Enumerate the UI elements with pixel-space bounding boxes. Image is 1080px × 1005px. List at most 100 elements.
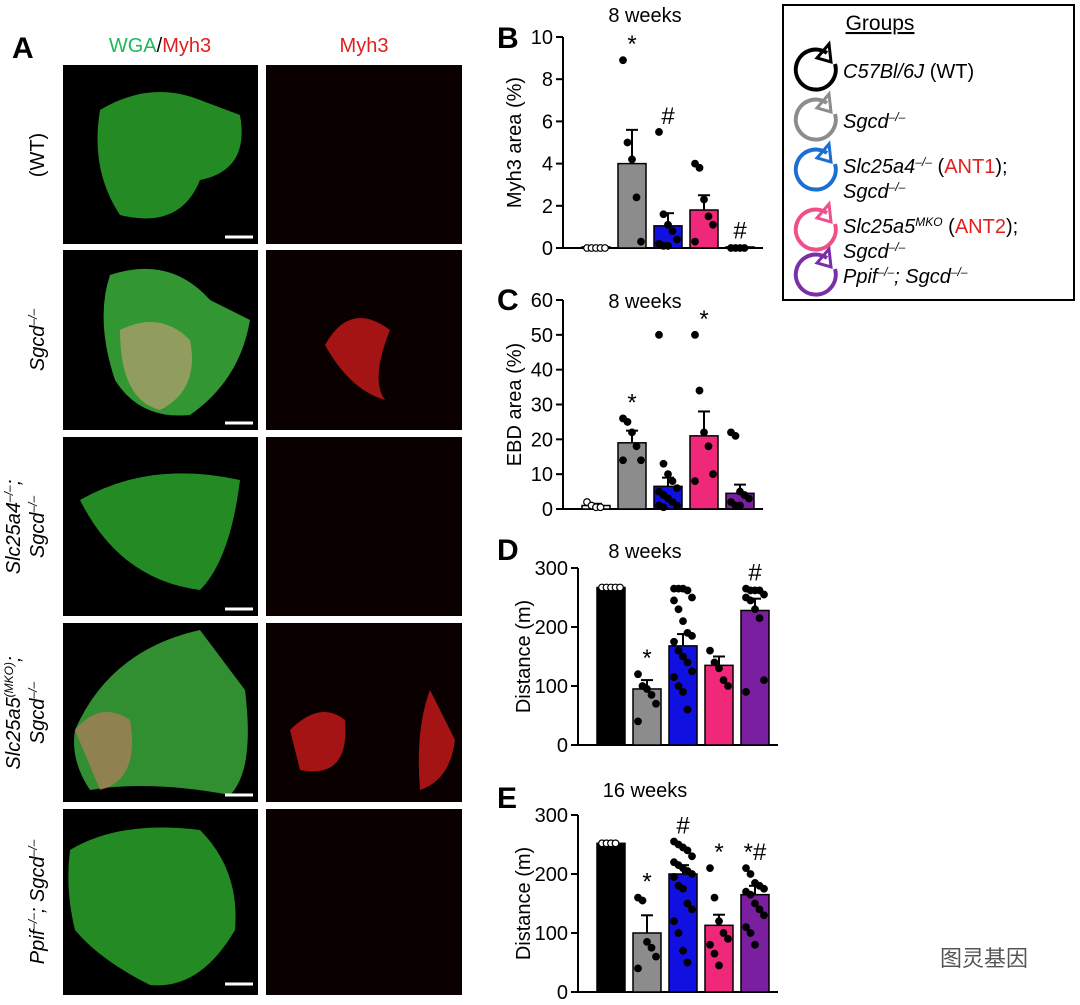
text-run: ANT1 bbox=[944, 156, 995, 178]
y-tick-label: 8 bbox=[542, 69, 553, 91]
legend-title: Groups bbox=[846, 12, 915, 35]
data-point bbox=[673, 235, 681, 244]
data-point bbox=[691, 237, 699, 246]
y-tick-label: 300 bbox=[535, 805, 568, 827]
chart-title: 16 weeks bbox=[603, 780, 688, 802]
legend-label: Sgcd–/– bbox=[843, 240, 906, 263]
significance-mark: * bbox=[627, 389, 636, 416]
chart-title: 8 weeks bbox=[608, 541, 681, 563]
data-point bbox=[670, 917, 678, 926]
data-point bbox=[619, 456, 627, 465]
y-tick-label: 0 bbox=[557, 735, 568, 757]
significance-mark: * bbox=[714, 839, 723, 866]
significance-mark: * bbox=[627, 31, 636, 58]
bar bbox=[632, 688, 662, 746]
data-point bbox=[710, 658, 719, 667]
data-point bbox=[668, 477, 677, 486]
data-point bbox=[760, 590, 768, 599]
text-run: Ppif bbox=[27, 927, 49, 964]
data-point bbox=[706, 864, 714, 872]
data-point bbox=[746, 596, 755, 605]
legend-box bbox=[782, 4, 1075, 301]
data-point bbox=[611, 839, 620, 848]
text-run: –/– bbox=[888, 180, 906, 194]
data-point bbox=[709, 470, 717, 479]
row-label: Sgcd–/– bbox=[26, 682, 49, 745]
bar bbox=[704, 664, 734, 746]
data-point bbox=[760, 911, 768, 920]
y-tick-label: 2 bbox=[542, 196, 553, 218]
data-point bbox=[679, 688, 687, 696]
y-tick-label: 10 bbox=[531, 27, 553, 49]
legend-icon bbox=[793, 252, 838, 297]
y-tick-label: 30 bbox=[531, 395, 553, 417]
text-run: ; bbox=[3, 656, 25, 662]
y-tick-label: 40 bbox=[531, 360, 553, 382]
chart-title: 8 weeks bbox=[608, 291, 681, 313]
bar bbox=[596, 842, 626, 993]
text-run: Sgcd bbox=[27, 325, 49, 371]
data-point bbox=[700, 195, 708, 204]
text-run: –/– bbox=[2, 485, 16, 503]
bar bbox=[617, 442, 647, 510]
data-point bbox=[751, 899, 759, 908]
text-run: Slc25a5 bbox=[3, 696, 25, 769]
row-label: (WT) bbox=[27, 133, 49, 177]
y-axis-label: Distance (m) bbox=[513, 847, 535, 960]
data-point bbox=[742, 864, 750, 872]
legend-icon-arrow bbox=[814, 90, 833, 115]
data-point bbox=[647, 943, 656, 952]
column-header: Myh3 bbox=[340, 35, 389, 57]
data-point bbox=[637, 456, 645, 465]
text-run: Sgcd bbox=[27, 512, 49, 558]
data-point bbox=[683, 899, 692, 908]
data-point bbox=[751, 940, 759, 949]
significance-mark: * bbox=[642, 645, 651, 672]
data-point bbox=[638, 896, 647, 905]
data-point bbox=[688, 870, 696, 878]
data-point bbox=[706, 646, 714, 655]
data-point bbox=[637, 237, 645, 246]
data-point bbox=[706, 940, 714, 949]
data-point bbox=[683, 958, 692, 967]
data-point bbox=[704, 212, 713, 221]
text-run: –/– bbox=[26, 913, 40, 931]
y-tick-label: 200 bbox=[535, 864, 568, 886]
panel-letter: D bbox=[497, 534, 519, 567]
data-point bbox=[655, 330, 663, 339]
text-run: C57Bl/6J bbox=[843, 61, 925, 83]
data-point bbox=[674, 682, 683, 690]
legend-icon bbox=[793, 97, 838, 142]
text-run: –/– bbox=[26, 496, 40, 514]
row-label: Slc25a4–/–; bbox=[2, 480, 25, 575]
data-point bbox=[623, 418, 632, 426]
chart-title: 8 weeks bbox=[608, 5, 681, 27]
y-tick-label: 100 bbox=[535, 923, 568, 945]
data-point bbox=[596, 503, 605, 512]
legend-label: Sgcd–/– bbox=[843, 110, 906, 133]
text-run: Myh3 bbox=[340, 35, 389, 57]
data-point bbox=[674, 929, 683, 937]
text-run: ; bbox=[3, 480, 25, 486]
text-run: WGA bbox=[109, 35, 157, 57]
data-point bbox=[668, 227, 677, 236]
data-point bbox=[652, 952, 660, 961]
data-point bbox=[724, 935, 732, 943]
text-run: ); bbox=[995, 156, 1007, 178]
row-label: Ppif–/–; Sgcd–/– bbox=[26, 839, 49, 964]
data-point bbox=[695, 386, 704, 395]
data-point bbox=[742, 923, 750, 931]
data-point bbox=[670, 873, 678, 881]
bar bbox=[617, 162, 647, 249]
significance-mark: * bbox=[699, 306, 708, 333]
data-point bbox=[755, 614, 764, 623]
data-point bbox=[691, 477, 699, 486]
text-run: –/– bbox=[26, 839, 40, 857]
data-point bbox=[745, 494, 753, 503]
data-point bbox=[659, 503, 668, 512]
y-tick-label: 200 bbox=[535, 617, 568, 639]
data-point bbox=[746, 870, 755, 878]
data-point bbox=[655, 128, 663, 136]
row-label: Sgcd–/– bbox=[26, 496, 49, 559]
data-point bbox=[670, 637, 678, 646]
